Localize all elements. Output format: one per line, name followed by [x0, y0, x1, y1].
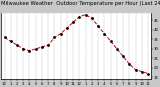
Text: Milwaukee Weather  Outdoor Temperature per Hour (Last 24 Hours): Milwaukee Weather Outdoor Temperature pe… — [1, 1, 160, 6]
